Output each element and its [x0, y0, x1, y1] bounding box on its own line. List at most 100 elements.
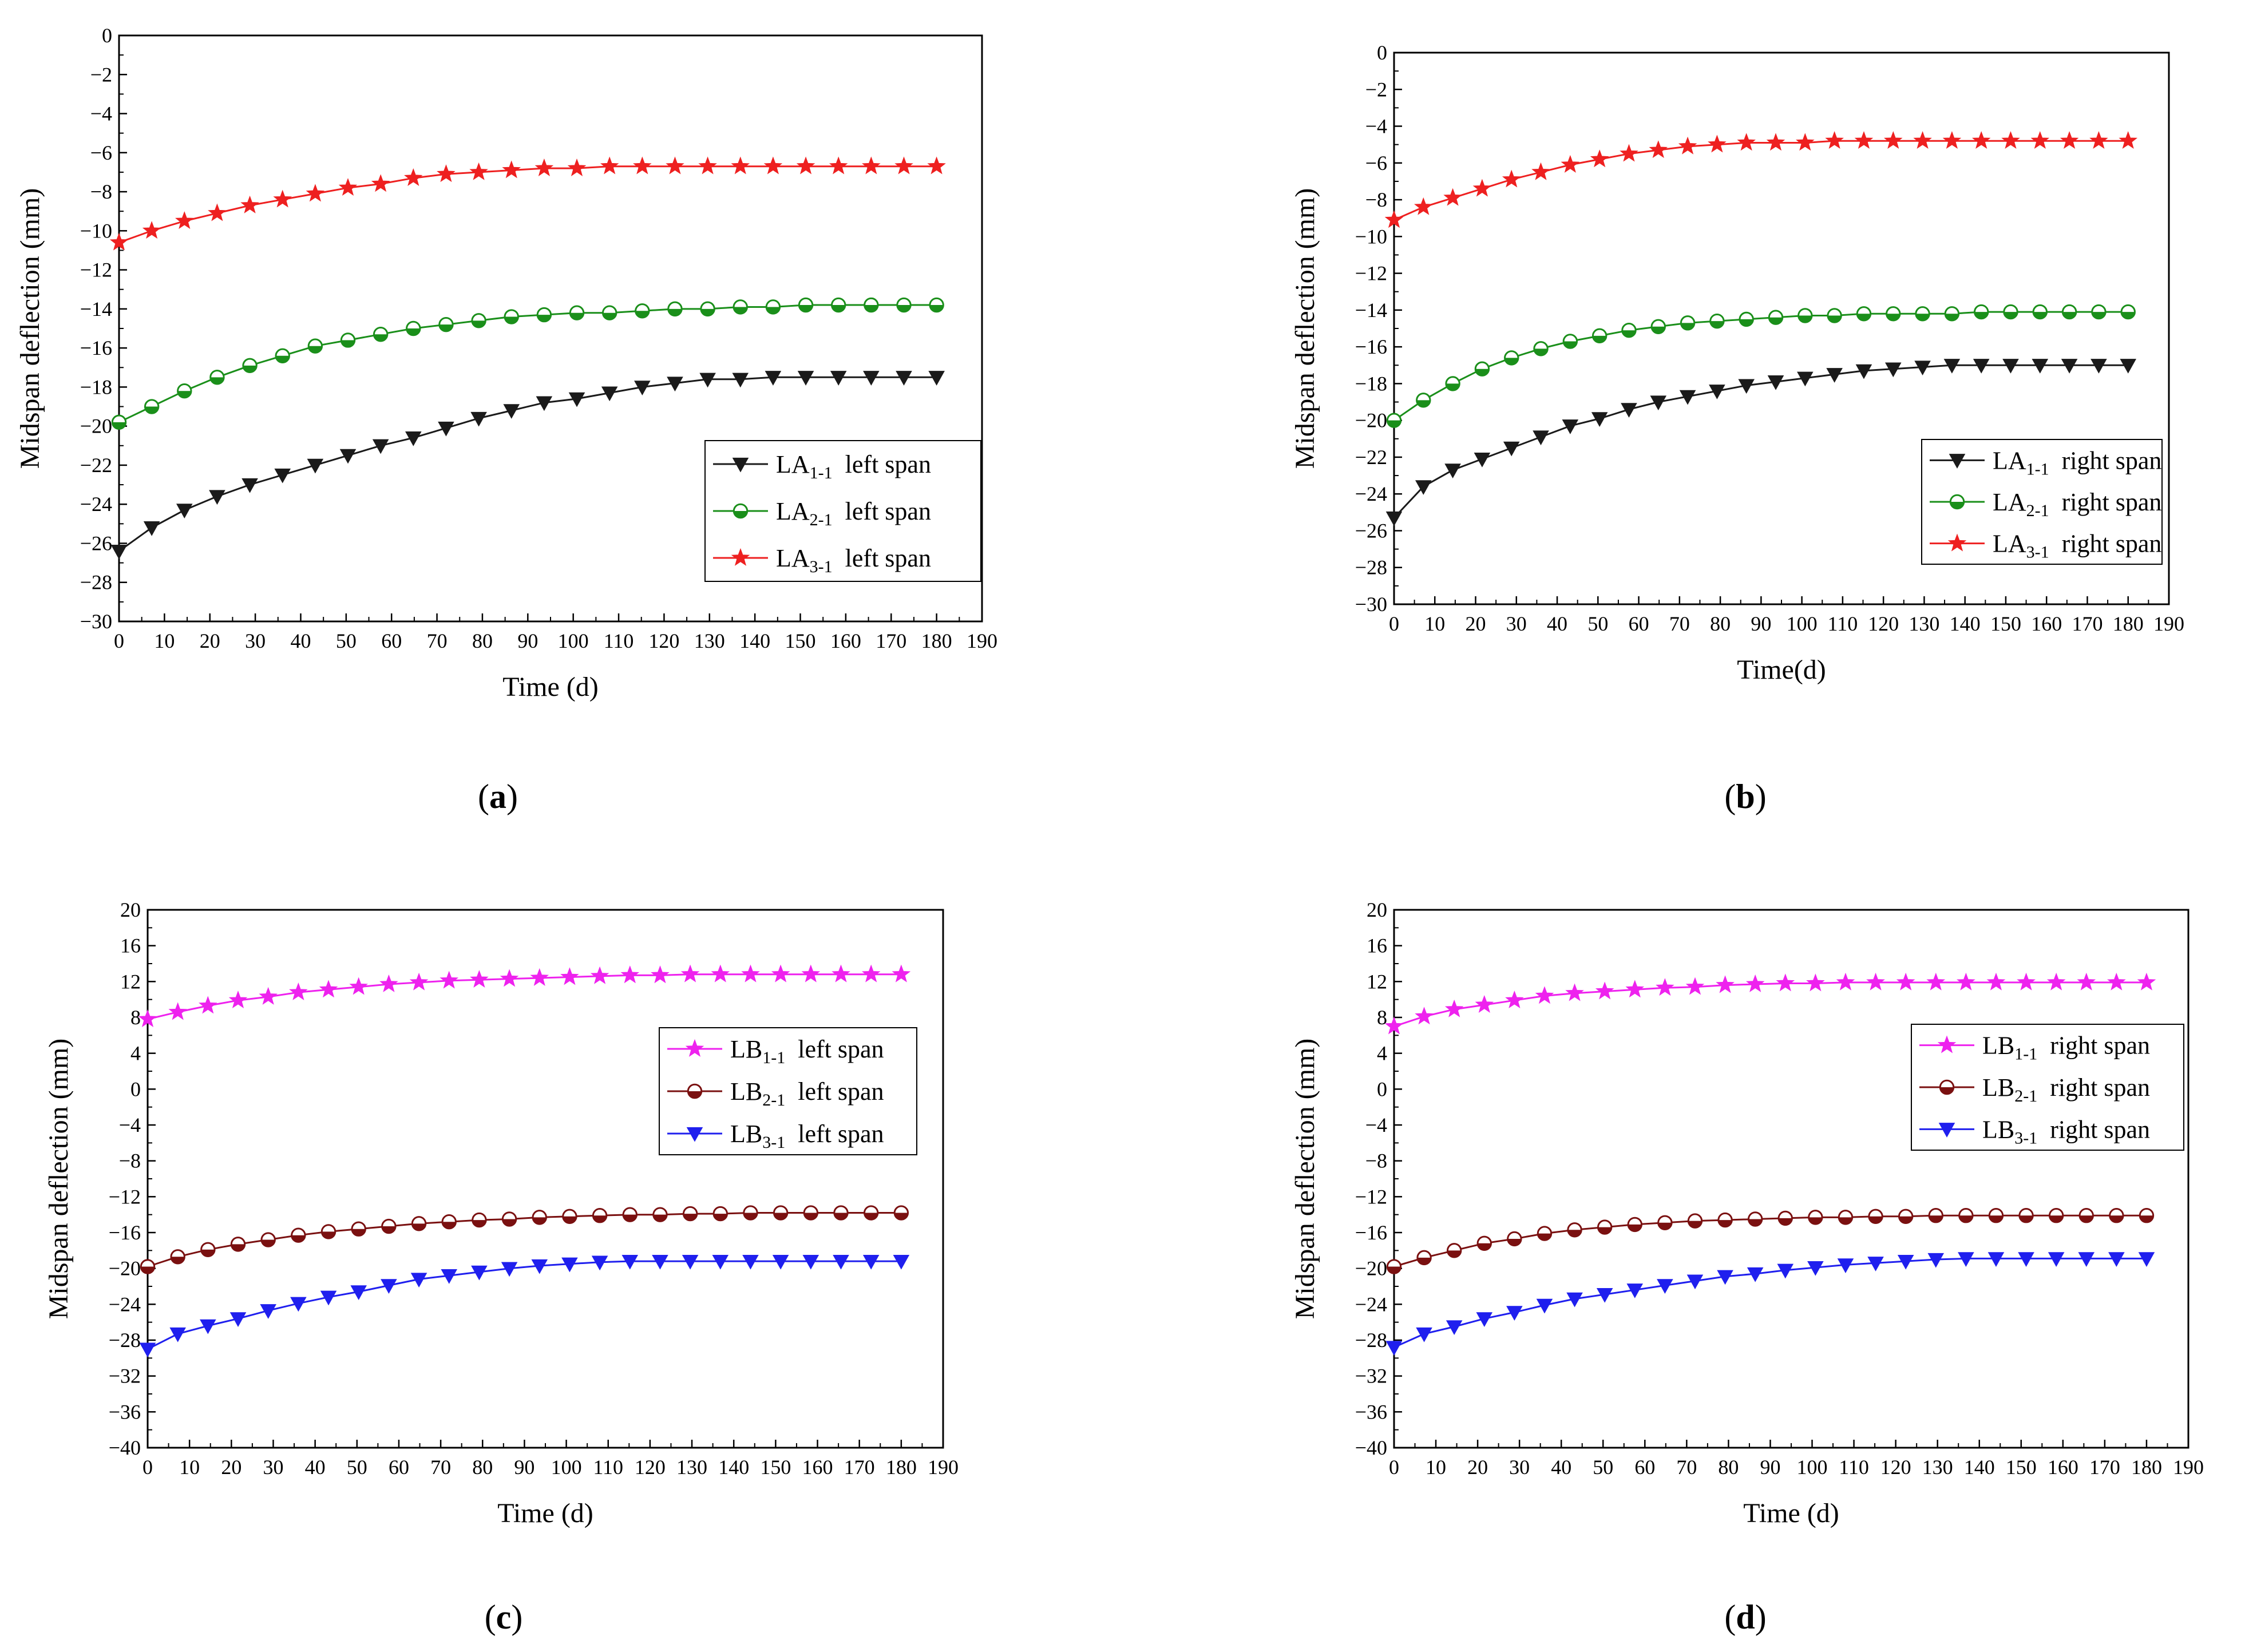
panel-c-series-3-point: [833, 1254, 849, 1270]
panel-d-series-3-point: [1416, 1327, 1432, 1342]
panel-a-legend-label-3: LA3-1 left span: [776, 544, 931, 576]
panel-c-caption-close: ): [511, 1598, 522, 1636]
panel-d-series-3-point: [1657, 1279, 1673, 1294]
panel-b-series-2-point: [1533, 341, 1549, 356]
panel-d-series-2-point: [1898, 1209, 1914, 1225]
panel-d-series-2: [1386, 1208, 2155, 1274]
panel-c-caption-letter: c: [496, 1598, 512, 1636]
panel-a-series-2-point-fill: [537, 315, 551, 322]
panel-b-series-1-point: [1738, 379, 1755, 394]
panel-c-series-2-point: [351, 1221, 366, 1237]
panel-a-series-3-point: [469, 162, 488, 180]
panel-b-series-1-point: [1650, 395, 1667, 411]
panel-d-series-3-point: [1807, 1261, 1824, 1276]
panel-a-ytick-label: −24: [80, 493, 112, 516]
panel-c-series-2-point-fill: [653, 1214, 667, 1222]
panel-d-ytick-label: −36: [1355, 1400, 1387, 1423]
panel-c-series-2-point: [230, 1237, 246, 1252]
panel-b-series-2-point: [1386, 413, 1402, 428]
panel-a-series-2-point-fill: [341, 340, 355, 347]
panel-a-series-2-point-fill: [734, 307, 747, 314]
panel-b-xtick-label: 170: [2072, 612, 2103, 635]
panel-c-series-2-point-fill: [714, 1214, 727, 1221]
panel-d-series-2-point-fill: [1387, 1266, 1401, 1274]
panel-a-caption-close: ): [506, 778, 518, 815]
panel-c-legend-main: LB: [730, 1077, 762, 1106]
panel-b-xtick-label: 60: [1629, 612, 1649, 635]
panel-a-series-2-point: [111, 414, 127, 430]
panel-d-xtick-label: 10: [1426, 1456, 1446, 1479]
panel-d-series-2-point: [2139, 1208, 2155, 1223]
panel-d-xtick-label: 170: [2089, 1456, 2120, 1479]
panel-a-series-1-point: [110, 544, 128, 560]
panel-d-series-3-point: [1686, 1274, 1704, 1290]
panel-c-series-2-point-fill: [894, 1213, 908, 1220]
panel-d-series-1-point: [1986, 972, 2006, 991]
panel-a-series-2-point: [242, 358, 258, 374]
panel-b-legend-desc: right span: [2049, 446, 2162, 474]
panel-a-legend-main: LA: [776, 497, 810, 525]
panel-c-series-2-point-fill: [382, 1226, 396, 1233]
panel-d-series-3-point: [1596, 1287, 1613, 1303]
panel-d-ytick-label: 16: [1367, 934, 1387, 957]
panel-d-legend-main: LB: [1982, 1115, 2014, 1143]
panel-b-legend-desc: right span: [2049, 488, 2162, 516]
panel-a-legend-marker: [733, 503, 749, 519]
panel-d-series-2-point: [1988, 1208, 2004, 1223]
panel-b-xtick-label: 40: [1547, 612, 1567, 635]
panel-b-series-2-point: [1680, 315, 1696, 331]
panel-d-series-2-point: [1928, 1208, 1943, 1223]
panel-d-series-3-point: [1717, 1270, 1733, 1285]
panel-a-series-3-point: [142, 221, 161, 239]
panel-c-series-2-point: [320, 1224, 336, 1239]
panel-d-series-2-point-fill: [2019, 1215, 2033, 1222]
panel-c-series-1-point: [228, 991, 248, 1009]
panel-a-xtick-label: 140: [739, 629, 770, 652]
panel-a-series-3-point: [600, 156, 619, 175]
panel-a-series-1-point: [339, 449, 357, 464]
panel-d-ytick-label: 8: [1377, 1006, 1387, 1029]
panel-b-series-3-point: [1737, 133, 1756, 151]
panel-d-xtick-label: 120: [1880, 1456, 1911, 1479]
panel-b-caption-letter: b: [1736, 778, 1755, 815]
panel-d-series-3-point: [1446, 1320, 1463, 1336]
panel-b-legend-main: LA: [1993, 488, 2026, 516]
panel-d-series-2-point: [1808, 1210, 1823, 1225]
panel-a-series-2-point-fill: [374, 334, 387, 341]
panel-b-series-2-point: [1856, 306, 1872, 322]
panel-a-xtick-label: 50: [336, 629, 357, 652]
panel-d-ytick-label: −28: [1355, 1329, 1387, 1352]
panel-c-series-1-point: [741, 964, 760, 983]
panel-c-xtick-label: 190: [928, 1456, 959, 1479]
panel-a-ytick-label: −16: [80, 336, 112, 359]
panel-c-series-3-point: [320, 1290, 337, 1306]
panel-c-series-2-point: [532, 1210, 547, 1225]
panel-c-series-3-point: [441, 1269, 458, 1284]
panel-a-series-3-point: [371, 174, 390, 192]
panel-b-series-2-point: [1797, 308, 1813, 323]
panel-c-xtick-label: 130: [676, 1456, 707, 1479]
panel-c-legend-label-2: LB2-1 left span: [730, 1077, 884, 1110]
panel-a-series-2-point: [601, 305, 617, 320]
panel-c-series-3-point: [591, 1255, 608, 1271]
panel-c-series-2-point-fill: [141, 1266, 155, 1274]
panel-b-legend-label-1: LA1-1 right span: [1993, 446, 2161, 478]
panel-a-series-2-point: [864, 297, 879, 313]
panel-c-series-2-point-fill: [864, 1213, 878, 1220]
panel-d-series-2-point-fill: [2049, 1215, 2063, 1222]
panel-a-series-1-point: [209, 490, 225, 505]
panel-a-xtick-label: 150: [785, 629, 816, 652]
panel-c-xtick-label: 120: [635, 1456, 666, 1479]
panel-c-legend-marker: [685, 1039, 704, 1057]
panel-c-series-2-point-fill: [804, 1213, 818, 1220]
panel-d-series-3-point: [1777, 1263, 1794, 1279]
panel-d-series-3-point: [1958, 1252, 1974, 1267]
panel-c-series-1-point: [832, 964, 850, 983]
panel-c-caption-open: (: [485, 1598, 496, 1636]
panel-d-series-3-point: [1837, 1258, 1854, 1273]
panel-a-series-1-point: [536, 396, 553, 411]
panel-c-legend-desc: left span: [785, 1035, 884, 1063]
panel-c-series-2-point: [291, 1227, 306, 1243]
panel-a-series-1-point: [241, 478, 258, 493]
panel-b-series-3-point: [1796, 133, 1815, 151]
